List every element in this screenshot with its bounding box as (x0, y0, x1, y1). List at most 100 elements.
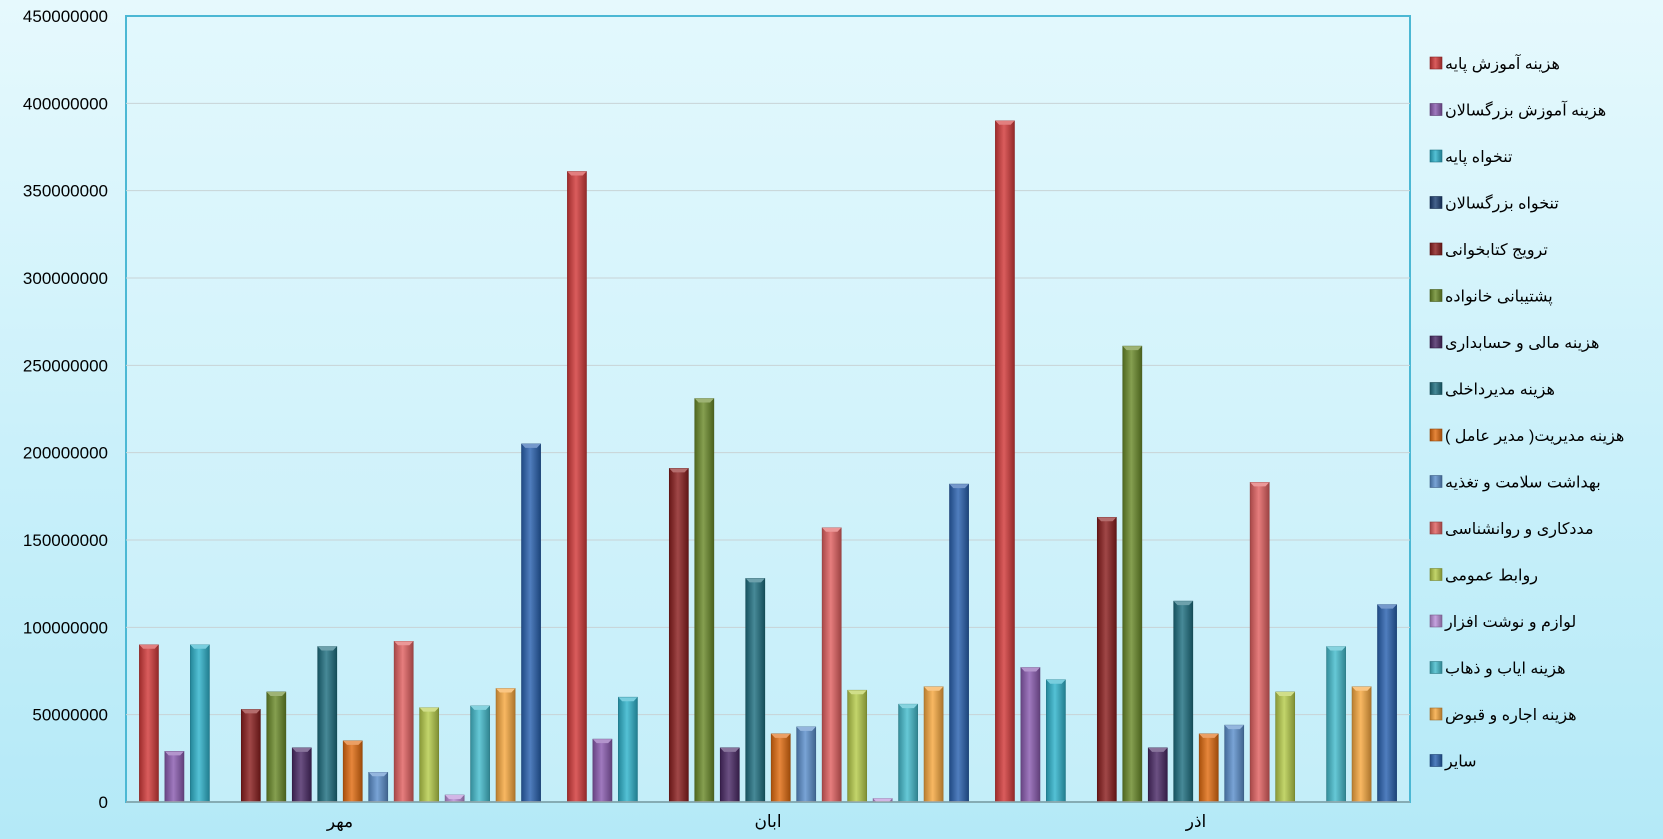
legend-label: بهداشت سلامت و تغذیه (1445, 475, 1601, 493)
y-axis: 0 50000000 100000000 150000000 200000000 2500… (23, 7, 108, 812)
bar-0-4 (240, 709, 261, 803)
bar-cap-1-8 (771, 733, 791, 738)
bar-cap-2-2 (1046, 679, 1066, 684)
legend-label: روابط عمومی (1445, 568, 1538, 586)
y-tick-label: 50000000 (32, 706, 108, 725)
x-category-label: ابان (754, 812, 781, 831)
legend-swatch (1429, 289, 1443, 302)
bar-2-8 (1198, 733, 1219, 803)
bar-cap-0-1 (164, 751, 184, 756)
bar-cap-1-11 (847, 690, 867, 695)
bar-2-15 (1377, 604, 1397, 803)
legend-swatch (1429, 196, 1443, 209)
bar-cap-1-9 (796, 726, 816, 731)
bar-cap-1-4 (669, 468, 689, 473)
bar-1-4 (668, 468, 689, 803)
plot-area (125, 15, 1411, 803)
legend-label: هزینه اجاره و قبوض (1445, 707, 1577, 725)
bar-2-4 (1096, 516, 1117, 803)
legend-label: سایر (1444, 754, 1477, 772)
bar-0-15 (521, 443, 541, 803)
bar-cap-2-15 (1377, 604, 1397, 609)
bar-cap-1-5 (694, 398, 714, 403)
bar-cap-1-0 (567, 171, 587, 176)
bar-cap-2-13 (1326, 646, 1346, 651)
bar-1-15 (949, 483, 969, 803)
bar-cap-1-7 (745, 578, 765, 583)
bar-0-14 (495, 688, 516, 803)
y-tick-label: 200000000 (23, 444, 108, 463)
y-tick-label: 400000000 (23, 94, 108, 113)
bar-2-9 (1224, 724, 1245, 803)
bar-0-13 (470, 705, 490, 803)
bar-1-7 (745, 578, 766, 803)
y-tick-label: 450000000 (23, 7, 108, 26)
bar-cap-0-5 (266, 691, 286, 696)
legend-label: لوازم و نوشت افزار (1444, 614, 1576, 632)
y-tick-label: 100000000 (23, 618, 108, 637)
bar-2-11 (1275, 691, 1296, 803)
legend-swatch (1429, 103, 1443, 116)
legend-label: هزینه آموزش بزرگسالان (1445, 101, 1606, 121)
legend-swatch (1429, 568, 1443, 581)
bar-cap-2-1 (1020, 667, 1040, 672)
legend-swatch (1429, 521, 1443, 535)
bar-2-14 (1351, 686, 1372, 803)
bar-cap-0-14 (496, 688, 516, 693)
legend-label: تنخواه پایه (1445, 149, 1513, 167)
bar-0-9 (368, 772, 389, 803)
bar-0-11 (419, 707, 440, 803)
bar-cap-0-2 (190, 644, 210, 649)
legend: هزینه آموزش پایه هزینه آموزش بزرگسالان تنخ… (1429, 54, 1624, 772)
bar-cap-0-13 (470, 705, 490, 710)
bar-1-14 (923, 686, 944, 803)
legend-label: هزینه مدیریت( مدیر عامل ) (1445, 428, 1624, 446)
legend-label: هزینه مالی و حسابداری (1445, 335, 1599, 353)
bar-cap-2-10 (1250, 482, 1270, 487)
bar-cap-0-6 (292, 747, 312, 752)
bar-1-11 (847, 689, 868, 803)
bar-cap-2-14 (1352, 686, 1372, 691)
legend-swatch (1429, 56, 1443, 70)
legend-swatch (1429, 242, 1443, 256)
legend-swatch (1429, 707, 1443, 721)
legend-swatch (1429, 475, 1443, 488)
bar-cap-1-6 (720, 747, 740, 752)
legend-label: پشتیبانی خانواده (1445, 289, 1553, 307)
y-tick-label: 250000000 (23, 356, 108, 375)
bar-cap-2-4 (1097, 517, 1117, 522)
bar-1-13 (898, 703, 918, 803)
x-category-label: مهر (326, 812, 353, 832)
bar-cap-1-13 (898, 704, 918, 709)
bar-cap-2-8 (1199, 733, 1219, 738)
bar-2-13 (1326, 646, 1346, 803)
bar-series-group (139, 120, 1397, 803)
bar-0-2 (190, 644, 210, 803)
x-axis: مهر ابان اذر (126, 801, 1410, 832)
gridlines (126, 102, 1410, 716)
legend-swatch (1429, 754, 1443, 767)
bar-1-6 (719, 747, 740, 803)
bar-2-0 (995, 120, 1015, 803)
bar-cap-2-6 (1148, 747, 1168, 752)
bar-2-2 (1046, 679, 1066, 803)
bar-2-5 (1122, 345, 1143, 803)
bar-cap-1-10 (822, 527, 842, 532)
legend-label: تنخواه بزرگسالان (1445, 194, 1559, 214)
legend-swatch (1429, 382, 1443, 395)
bar-cap-1-15 (949, 484, 969, 489)
legend-label: ترویج کتابخوانی (1445, 242, 1548, 260)
legend-label: هزینه ایاب و ذهاب (1445, 661, 1566, 679)
bar-cap-2-9 (1224, 725, 1244, 730)
bar-1-10 (821, 527, 842, 803)
bar-1-5 (694, 398, 715, 803)
bar-cap-2-0 (995, 120, 1015, 125)
bar-0-10 (393, 641, 414, 803)
legend-swatch (1429, 428, 1443, 442)
y-tick-label: 0 (99, 793, 108, 812)
bar-0-7 (317, 646, 338, 803)
legend-label: هزینه آموزش پایه (1445, 54, 1560, 74)
bar-0-1 (164, 751, 185, 803)
x-category-label: اذر (1185, 812, 1207, 831)
